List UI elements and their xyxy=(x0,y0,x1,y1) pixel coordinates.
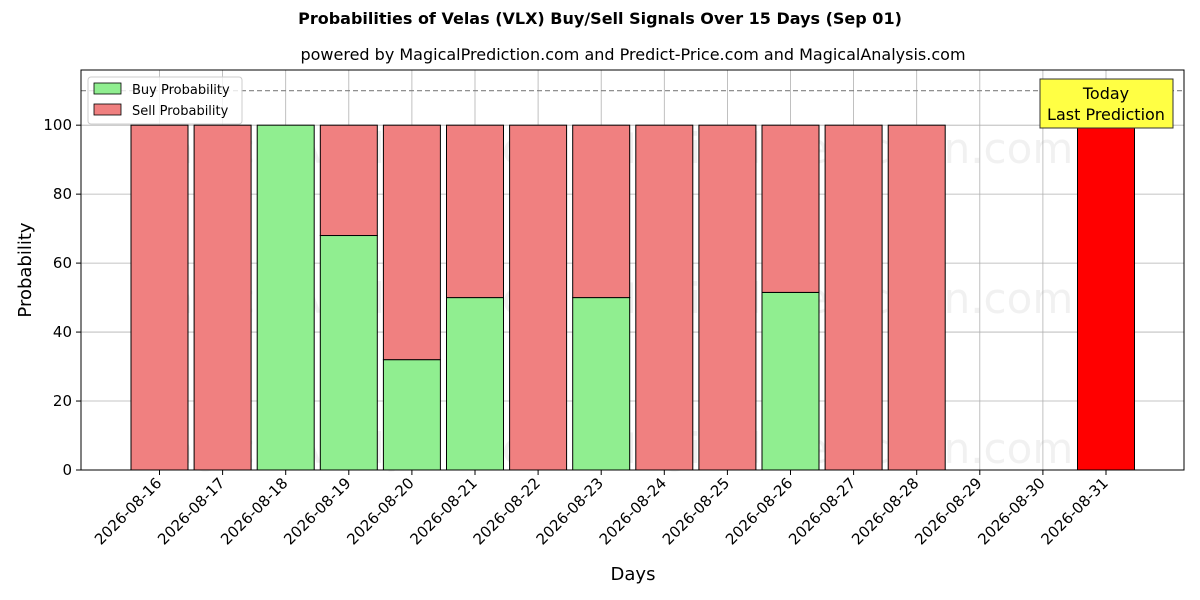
chart-title: Probabilities of Velas (VLX) Buy/Sell Si… xyxy=(298,9,902,28)
y-tick-layer: 0 20 40 60 80 100 xyxy=(43,116,81,479)
sell-bar xyxy=(824,124,883,471)
x-tick-label: 2026-08-29 xyxy=(911,474,985,548)
x-tick-label: 2026-08-18 xyxy=(217,474,291,548)
sell-bar xyxy=(1077,124,1135,471)
y-tick-label: 100 xyxy=(43,116,72,134)
sell-bar xyxy=(193,124,252,471)
x-tick-label: 2026-08-30 xyxy=(974,474,1048,548)
x-tick-label: 2026-08-16 xyxy=(91,474,165,548)
sell-bar xyxy=(635,124,694,471)
buy-bar xyxy=(256,124,315,471)
buy-bar xyxy=(572,297,631,471)
x-tick-label: 2026-08-27 xyxy=(785,474,859,548)
legend-buy-swatch xyxy=(93,82,122,95)
legend-buy-label: Buy Probability xyxy=(132,83,230,98)
x-tick-label: 2026-08-26 xyxy=(722,474,796,548)
x-tick-label: 2026-08-22 xyxy=(470,474,544,548)
x-tick-label: 2026-08-23 xyxy=(533,474,607,548)
x-axis-label: Days xyxy=(611,564,656,585)
legend-box xyxy=(87,76,243,125)
x-tick-label: 2026-08-31 xyxy=(1037,474,1111,548)
x-tick-layer: 2026-08-162026-08-172026-08-182026-08-19… xyxy=(91,470,1112,548)
bar-layer xyxy=(130,124,1135,471)
x-tick-label: 2026-08-20 xyxy=(343,474,417,548)
y-tick-label: 80 xyxy=(53,185,72,203)
chart-subtitle: powered by MagicalPrediction.com and Pre… xyxy=(300,45,966,64)
x-tick-label: 2026-08-19 xyxy=(280,474,354,548)
y-axis-label: Probability xyxy=(15,222,36,317)
x-tick-label: 2026-08-21 xyxy=(406,474,480,548)
sell-bar xyxy=(319,124,378,237)
sell-bar xyxy=(887,124,946,471)
today-line-2: Last Prediction xyxy=(1047,105,1165,124)
y-tick-label: 20 xyxy=(53,392,72,410)
buy-bar xyxy=(382,359,441,471)
legend-sell-swatch xyxy=(93,103,122,116)
x-tick-label: 2026-08-17 xyxy=(154,474,228,548)
sell-bar xyxy=(761,124,820,293)
legend-sell-label: Sell Probability xyxy=(132,104,229,119)
sell-bar xyxy=(382,124,441,361)
sell-bar xyxy=(698,124,757,471)
y-tick-label: 0 xyxy=(62,461,72,479)
today-annotation: Today Last Prediction xyxy=(1039,78,1174,129)
buy-bar xyxy=(446,297,504,471)
today-box xyxy=(1039,78,1174,129)
sell-bar xyxy=(446,124,504,299)
sell-bar xyxy=(130,124,189,471)
plot-frame xyxy=(80,69,1185,471)
axis-layer xyxy=(80,69,1185,471)
x-tick-label: 2026-08-24 xyxy=(596,474,670,548)
legend: Buy Probability Sell Probability xyxy=(87,76,243,125)
sell-bar xyxy=(572,124,631,299)
buy-bar xyxy=(319,235,378,471)
y-tick-label: 60 xyxy=(53,254,72,272)
today-line-1: Today xyxy=(1082,84,1129,103)
y-tick-label: 40 xyxy=(53,323,72,341)
x-tick-label: 2026-08-25 xyxy=(659,474,733,548)
x-tick-label: 2026-08-28 xyxy=(848,474,922,548)
buy-bar xyxy=(761,291,820,471)
sell-bar xyxy=(509,124,568,471)
